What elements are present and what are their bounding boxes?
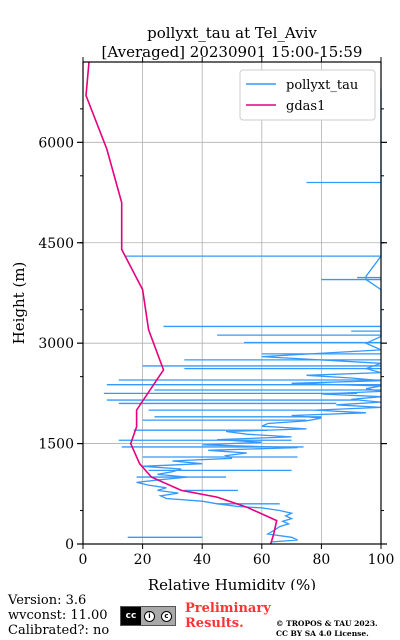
chart-subtitle: [Averaged] 20230901 15:00-15:59	[102, 43, 363, 61]
axes-frame	[82, 61, 382, 545]
version-text: Version: 3.6	[8, 593, 87, 608]
legend: pollyxt_tau gdas1	[239, 69, 376, 121]
calibrated-text: Calibrated?: no	[8, 623, 110, 638]
wvconst-text: wvconst: 11.00	[8, 608, 108, 623]
x-tick-label: 20	[134, 552, 152, 568]
cc-logo-icon: cc	[121, 607, 141, 625]
chart: pollyxt_tau at Tel_Aviv [Averaged] 20230…	[10, 24, 394, 590]
copyright-line1: © TROPOS & TAU 2023.	[276, 619, 378, 628]
preliminary-line1: Preliminary	[185, 601, 271, 616]
x-tick-label: 0	[79, 552, 88, 568]
cc-license-badge: cc i c	[120, 606, 176, 626]
x-tick-label: 40	[193, 552, 211, 568]
x-tick-label: 80	[312, 552, 330, 568]
x-tick-label: 100	[368, 552, 395, 568]
sa-icon: c	[161, 610, 172, 622]
pollyxt-line	[136, 88, 382, 543]
chart-title: pollyxt_tau at Tel_Aviv	[147, 24, 317, 42]
y-tick-label: 1500	[38, 437, 74, 453]
y-tick-label: 0	[65, 537, 74, 553]
legend-label-gdas1: gdas1	[286, 99, 325, 114]
copyright-notice: © TROPOS & TAU 2023. CC BY SA 4.0 Licens…	[276, 619, 378, 639]
axis-ticks: 0 20 40 60 80 100 0 1500 3000 4500 6000	[38, 57, 394, 568]
footer-info: Version: 3.6 wvconst: 11.00 Calibrated?:…	[8, 593, 109, 638]
x-tick-label: 60	[253, 552, 271, 568]
x-axis-label: Relative Humidity (%)	[148, 576, 316, 590]
y-tick-label: 4500	[38, 236, 74, 252]
gdas1-line	[85, 61, 278, 545]
grid	[83, 62, 381, 544]
y-tick-label: 3000	[38, 336, 74, 352]
plot-area	[85, 61, 382, 545]
preliminary-line2: Results.	[185, 616, 244, 631]
by-icon: i	[144, 610, 155, 622]
preliminary-notice: Preliminary Results.	[185, 601, 271, 631]
copyright-line2: CC BY SA 4.0 License.	[276, 629, 369, 638]
y-axis-label: Height (m)	[10, 262, 28, 345]
legend-label-pollyxt: pollyxt_tau	[286, 78, 358, 93]
y-tick-label: 6000	[38, 135, 74, 151]
legend-box	[239, 69, 376, 121]
